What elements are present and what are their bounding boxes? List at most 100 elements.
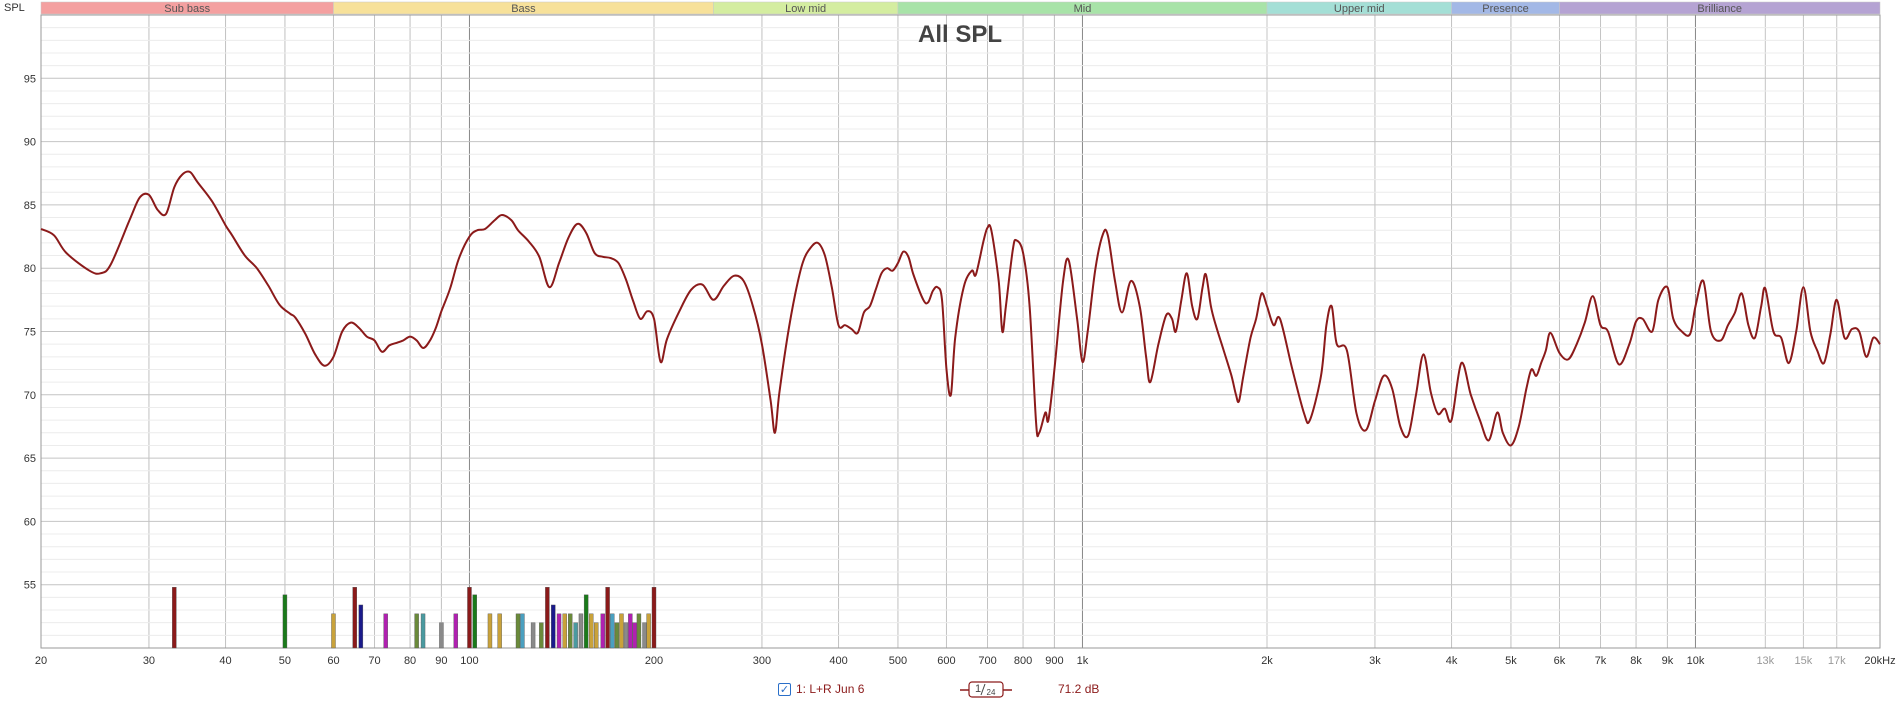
marker-bar <box>619 613 624 649</box>
marker-bar <box>614 622 620 649</box>
marker-bar <box>568 613 573 649</box>
marker-bar <box>383 613 388 649</box>
x-tick-label: 9k <box>1662 655 1674 667</box>
x-tick-label: 300 <box>753 655 771 667</box>
marker-bar <box>600 613 605 649</box>
marker-bar <box>414 613 419 649</box>
marker-bar <box>472 594 477 649</box>
chart-grid <box>40 14 1881 649</box>
x-tick-label: 500 <box>889 655 907 667</box>
marker-bar <box>556 613 562 649</box>
band-brilliance <box>1559 1 1881 15</box>
marker-bar <box>545 587 550 649</box>
x-tick-label: 90 <box>435 655 447 667</box>
x-tick-label: 200 <box>645 655 663 667</box>
marker-bars <box>172 587 657 649</box>
x-tick-label: 700 <box>978 655 996 667</box>
marker-bar <box>515 613 521 649</box>
marker-bar <box>358 604 364 649</box>
legend-series-item[interactable]: ✓ 1: L+R Jun 6 <box>778 680 864 698</box>
marker-bar <box>520 613 525 649</box>
band-label: Brilliance <box>1697 3 1742 15</box>
marker-bar <box>578 613 584 649</box>
chart-title: All SPL <box>918 21 1002 48</box>
marker-bar <box>530 622 536 649</box>
value-readout: 71.2 dB <box>1058 680 1099 698</box>
marker-bar <box>497 613 502 649</box>
y-tick-label: 90 <box>24 137 36 149</box>
marker-bar <box>589 613 594 649</box>
x-tick-label: 4k <box>1446 655 1458 667</box>
series-checkbox[interactable]: ✓ <box>778 682 791 696</box>
x-tick-label: 13k <box>1756 655 1774 667</box>
y-tick-label: 55 <box>24 580 36 592</box>
x-tick-label: 2k <box>1261 655 1273 667</box>
x-tick-label: 15k <box>1795 655 1813 667</box>
x-tick-label: 1k <box>1077 655 1089 667</box>
y-tick-label: 85 <box>24 200 36 212</box>
marker-bar <box>562 613 567 649</box>
x-tick-label: 6k <box>1554 655 1566 667</box>
x-tick-label: 900 <box>1045 655 1063 667</box>
x-tick-label: 8k <box>1630 655 1642 667</box>
marker-bar <box>539 622 544 649</box>
marker-bar <box>642 622 647 649</box>
x-tick-label: 100 <box>460 655 478 667</box>
y-tick-label: 95 <box>24 73 36 85</box>
marker-bar <box>628 613 633 649</box>
x-tick-label: 80 <box>404 655 416 667</box>
marker-bar <box>453 613 459 649</box>
smoothing-numerator: 1 <box>975 683 981 695</box>
marker-bar <box>551 604 556 649</box>
marker-bar <box>420 613 426 649</box>
marker-bar <box>605 587 610 649</box>
band-label: Sub bass <box>164 3 210 15</box>
band-label: Low mid <box>785 3 826 15</box>
band-label: Mid <box>1074 3 1092 15</box>
marker-bar <box>646 613 651 649</box>
smoothing-denominator: 24 <box>987 688 996 697</box>
series-lines <box>40 170 1881 447</box>
x-tick-label: 20 <box>35 655 47 667</box>
marker-bar <box>632 622 637 649</box>
x-tick-label: 5k <box>1505 655 1517 667</box>
band-label: Upper mid <box>1334 3 1385 15</box>
x-tick-label: 70 <box>368 655 380 667</box>
y-tick-label: 60 <box>24 516 36 528</box>
x-tick-label: 800 <box>1014 655 1032 667</box>
axis-tick-labels: 20 30 40 50 60 70 80 90 100 200 300 400 500 600 700 800… <box>24 73 1896 667</box>
band-label: Bass <box>511 3 536 15</box>
smoothing-indicator[interactable]: 1 24 <box>960 680 1012 698</box>
x-tick-label: 7k <box>1595 655 1607 667</box>
y-tick-label: 70 <box>24 390 36 402</box>
marker-bar <box>623 622 629 649</box>
x-tick-label: 30 <box>143 655 155 667</box>
marker-bar <box>282 594 288 649</box>
y-axis-label: SPL <box>4 2 25 14</box>
x-tick-label: 10k <box>1687 655 1705 667</box>
x-tick-label: 40 <box>219 655 231 667</box>
marker-bar <box>573 622 578 649</box>
x-tick-label: 50 <box>279 655 291 667</box>
marker-bar <box>331 613 336 649</box>
marker-bar <box>487 613 493 649</box>
legend-series-label: 1: L+R Jun 6 <box>796 682 865 696</box>
value-readout-text: 71.2 dB <box>1058 682 1100 696</box>
marker-bar <box>651 587 657 649</box>
marker-bar <box>583 594 589 649</box>
band-label: Presence <box>1482 3 1528 15</box>
x-tick-label: 17k <box>1828 655 1846 667</box>
x-tick-label: 600 <box>937 655 955 667</box>
x-tick-label: 20kHz <box>1864 655 1895 667</box>
y-tick-label: 75 <box>24 327 36 339</box>
y-tick-label: 65 <box>24 453 36 465</box>
series-line <box>40 170 1881 447</box>
y-tick-label: 80 <box>24 263 36 275</box>
x-tick-label: 3k <box>1369 655 1381 667</box>
x-tick-label: 60 <box>327 655 339 667</box>
marker-bar <box>352 587 357 649</box>
marker-bar <box>439 622 444 649</box>
plot-frame <box>40 14 1881 649</box>
